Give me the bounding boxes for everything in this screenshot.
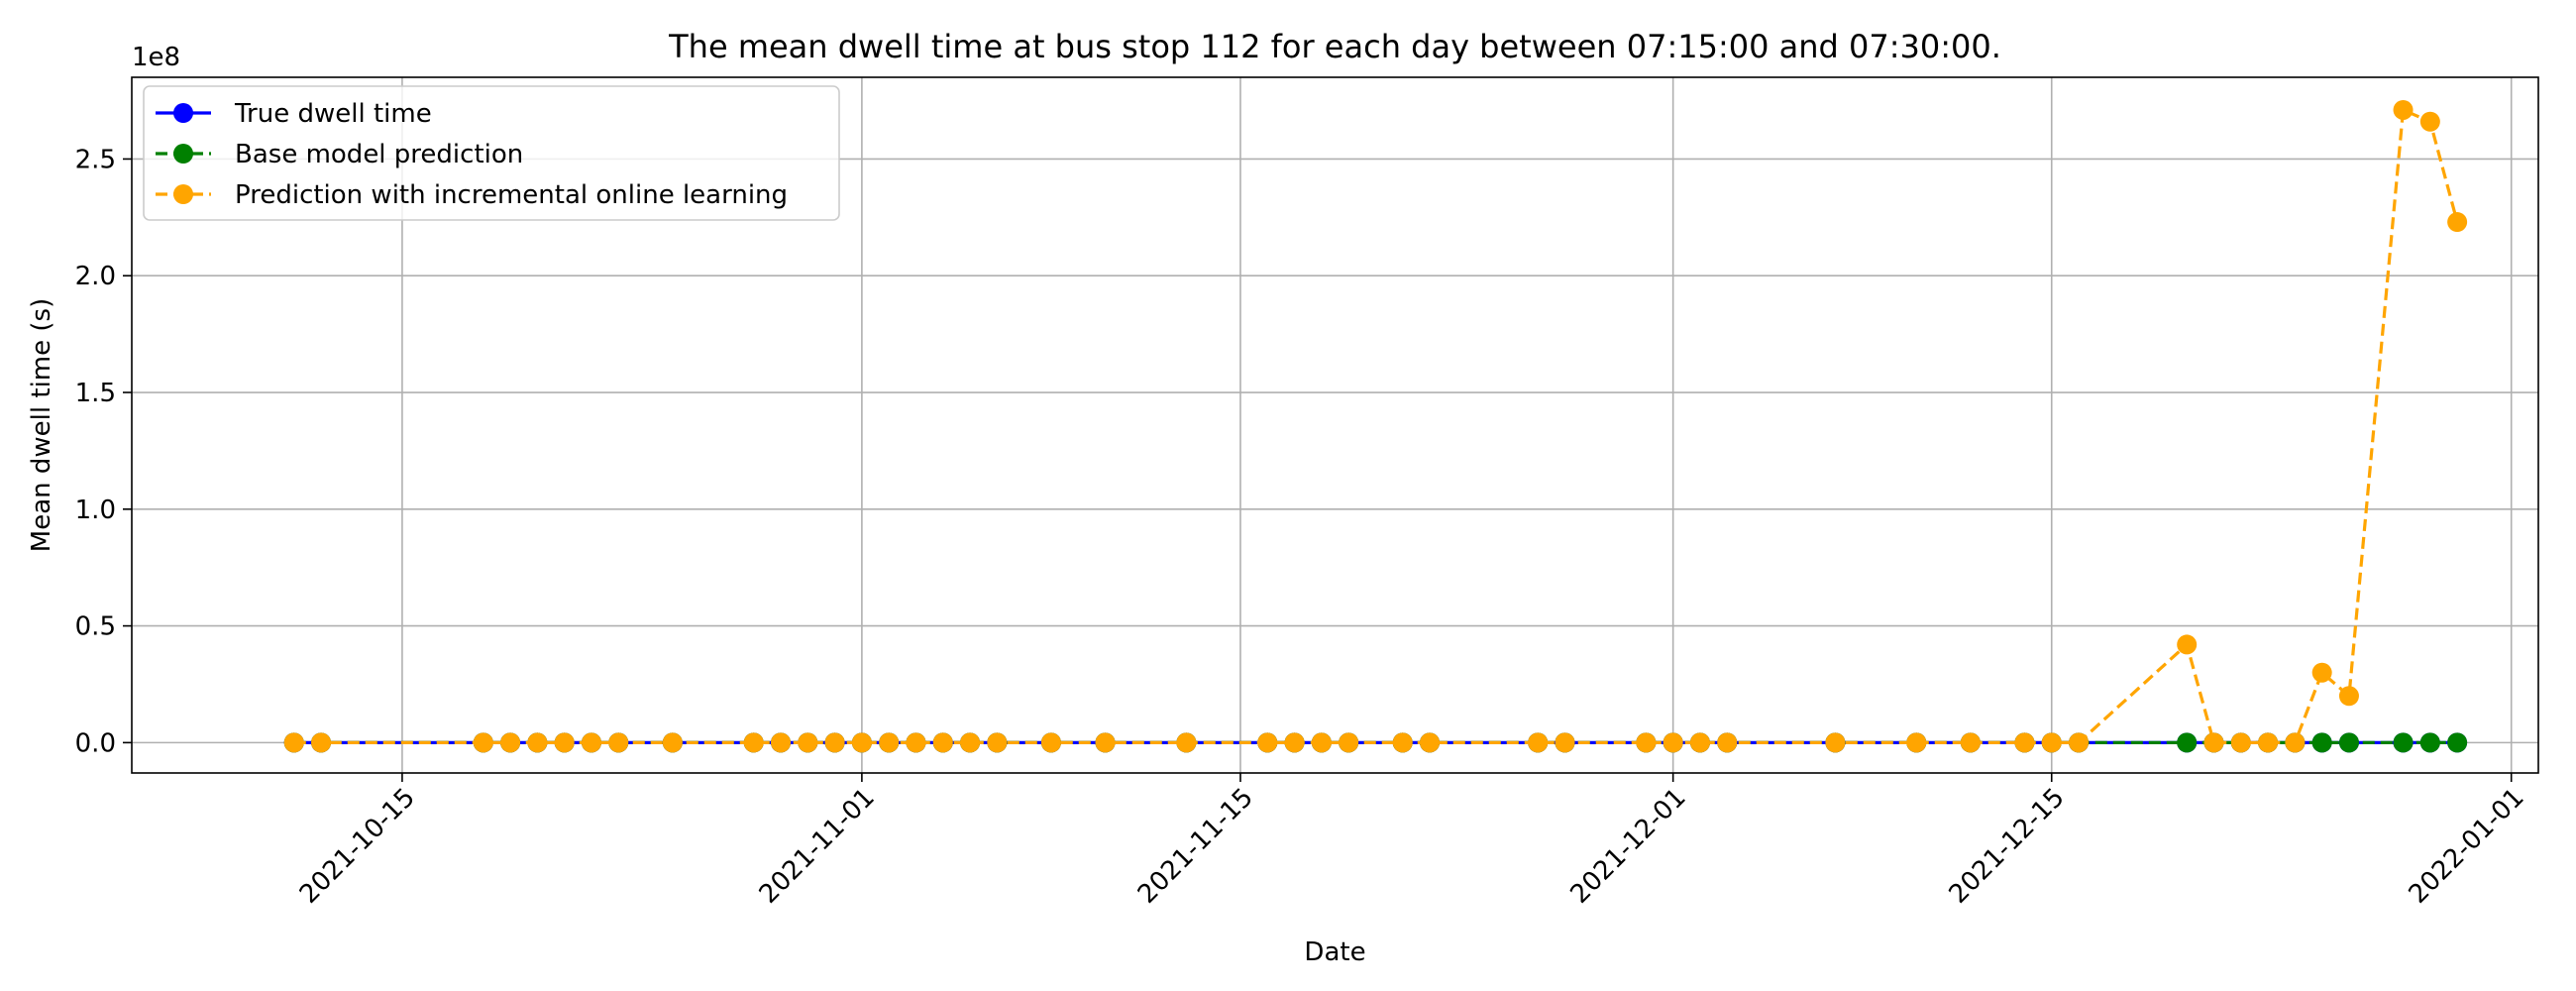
data-point xyxy=(798,732,818,753)
data-point xyxy=(608,732,629,753)
data-point xyxy=(1825,732,1846,753)
data-point xyxy=(1176,732,1197,753)
data-point xyxy=(960,732,981,753)
data-point xyxy=(2447,212,2468,233)
data-point xyxy=(1392,732,1413,753)
data-point xyxy=(1906,732,1927,753)
data-point xyxy=(2177,732,2198,753)
data-point xyxy=(2447,732,2468,753)
data-point xyxy=(2177,634,2198,655)
data-point xyxy=(1311,732,1332,753)
x-tick-label: 2021-10-15 xyxy=(294,783,421,910)
legend-box xyxy=(143,85,840,221)
data-point xyxy=(2014,732,2035,753)
x-tick-label: 2021-12-01 xyxy=(1565,783,1692,910)
data-point xyxy=(2258,732,2279,753)
data-point xyxy=(1636,732,1657,753)
data-point xyxy=(2393,99,2414,120)
data-point xyxy=(743,732,764,753)
data-point xyxy=(1528,732,1549,753)
x-tick-label: 2021-11-01 xyxy=(754,783,881,910)
data-point xyxy=(2419,732,2440,753)
data-point xyxy=(1689,732,1710,753)
data-point xyxy=(1717,732,1738,753)
data-point xyxy=(906,732,926,753)
data-point xyxy=(662,732,683,753)
series-orange-highlights xyxy=(2177,99,2468,707)
y-tick-label: 2.0 xyxy=(75,262,116,291)
legend-marker xyxy=(173,144,193,164)
data-point xyxy=(771,732,792,753)
data-point xyxy=(283,732,304,753)
data-point xyxy=(473,732,493,753)
series-2 xyxy=(283,108,2459,753)
data-point xyxy=(554,732,575,753)
data-point xyxy=(1095,732,1116,753)
legend-label: Base model prediction xyxy=(235,140,523,169)
x-axis: 2021-10-15 2021-11-01 2021-11-15 2021-12-01… xyxy=(294,773,2530,910)
data-point xyxy=(2338,686,2359,707)
data-point xyxy=(527,732,548,753)
data-point xyxy=(987,732,1008,753)
data-point xyxy=(1339,732,1359,753)
series-layer xyxy=(283,99,2468,753)
data-point xyxy=(2230,732,2251,753)
data-point xyxy=(1555,732,1575,753)
data-point xyxy=(1284,732,1305,753)
x-tick-label: 2022-01-01 xyxy=(2404,783,2530,910)
data-point xyxy=(581,732,601,753)
legend: True dwell time Base model prediction Pred… xyxy=(143,85,840,221)
legend-label: True dwell time xyxy=(234,99,432,129)
y-axis-label: Mean dwell time (s) xyxy=(27,298,56,552)
plot-area xyxy=(131,76,2539,774)
data-point xyxy=(824,732,845,753)
data-point xyxy=(500,732,521,753)
y-tick-label: 2.5 xyxy=(75,145,116,174)
data-point xyxy=(2203,732,2224,753)
data-point xyxy=(1257,732,1278,753)
data-point xyxy=(2311,732,2332,753)
x-tick-label: 2021-12-15 xyxy=(1944,783,2071,910)
y-tick-label: 1.0 xyxy=(75,496,116,525)
data-point xyxy=(851,732,872,753)
data-point xyxy=(311,732,332,753)
series-line xyxy=(293,108,2459,744)
x-axis-label: Date xyxy=(1304,937,1365,967)
y-tick-label: 0.0 xyxy=(75,728,116,758)
data-point xyxy=(1420,732,1441,753)
y-tick-label: 0.5 xyxy=(75,612,116,642)
data-point xyxy=(2069,732,2090,753)
data-point xyxy=(1663,732,1683,753)
chart-title: The mean dwell time at bus stop 112 for … xyxy=(668,28,2001,65)
data-point xyxy=(2041,732,2062,753)
legend-marker xyxy=(173,184,193,204)
data-point xyxy=(932,732,953,753)
y-axis-offset-label: 1e8 xyxy=(132,43,180,72)
legend-label: Prediction with incremental online learn… xyxy=(235,180,788,210)
y-tick-label: 1.5 xyxy=(75,379,116,408)
data-point xyxy=(879,732,900,753)
data-point xyxy=(2393,732,2414,753)
data-point xyxy=(2285,732,2306,753)
data-point xyxy=(1960,732,1981,753)
legend-marker xyxy=(173,103,193,123)
data-point xyxy=(2419,111,2440,132)
data-point xyxy=(2338,732,2359,753)
y-axis: 0.0 0.5 1.0 1.5 2.0 2.5 xyxy=(75,145,132,758)
data-point xyxy=(1040,732,1061,753)
data-point xyxy=(2311,662,2332,683)
x-tick-label: 2021-11-15 xyxy=(1132,783,1259,910)
